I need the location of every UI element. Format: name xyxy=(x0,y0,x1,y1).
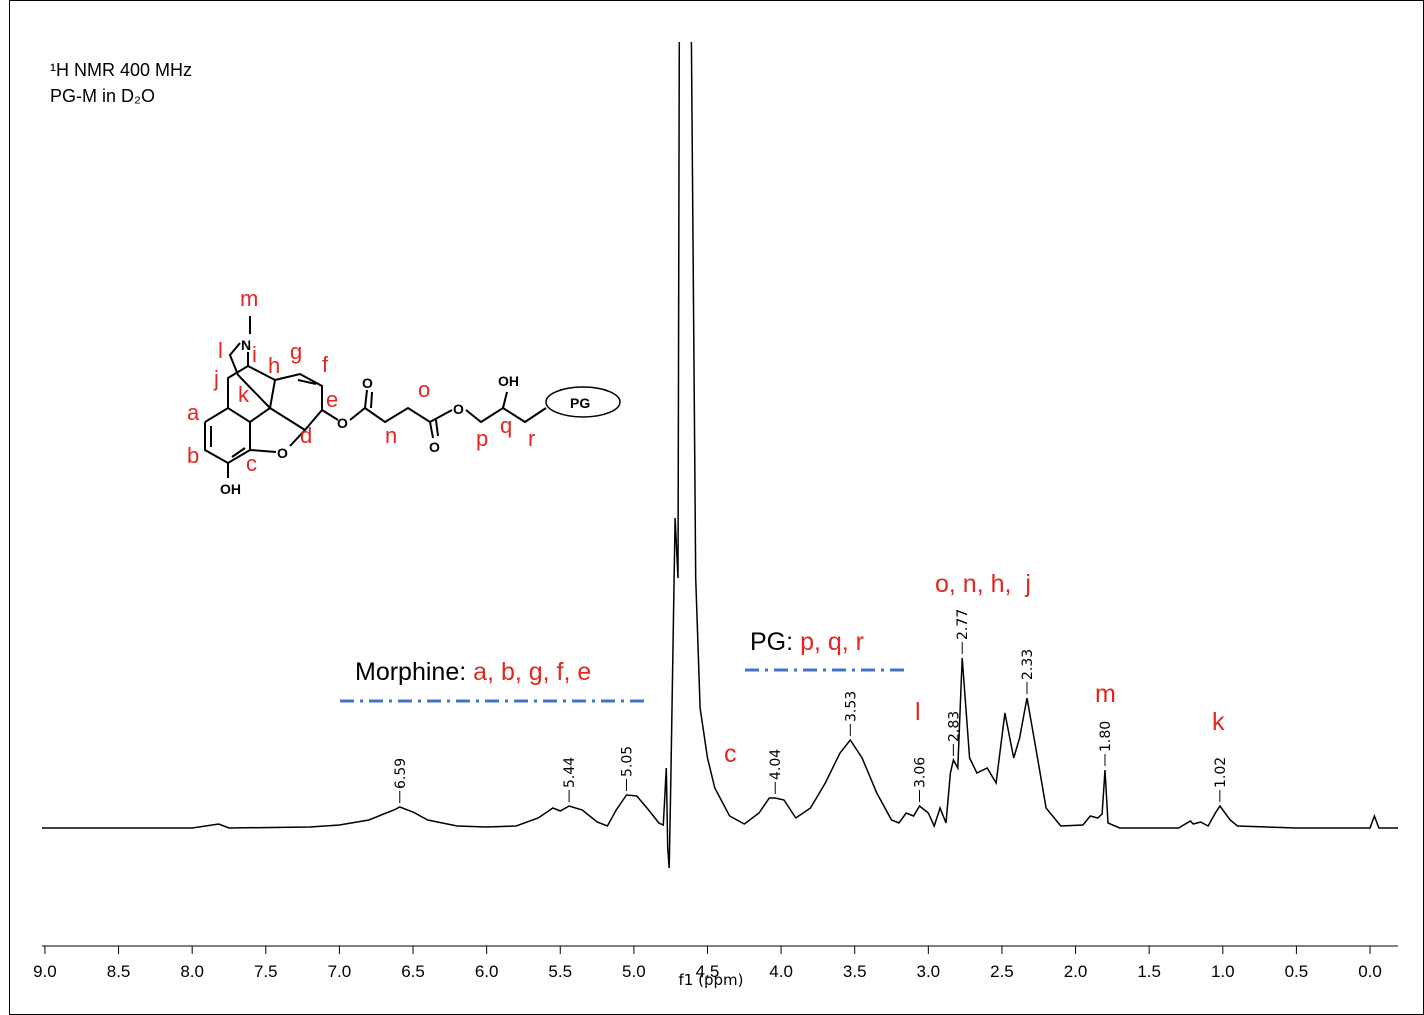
x-tick-label: 8.0 xyxy=(180,962,204,981)
x-tick-label: 2.0 xyxy=(1064,962,1088,981)
proton-label: f xyxy=(322,352,329,377)
proton-label: c xyxy=(246,451,257,476)
x-tick-label: 1.0 xyxy=(1211,962,1235,981)
frame xyxy=(9,0,1424,1015)
proton-label: a xyxy=(187,400,200,425)
annotation: o, n, h, j xyxy=(935,570,1031,598)
title-line: ¹H NMR 400 MHz xyxy=(50,60,192,80)
atom-label: O xyxy=(453,401,464,417)
x-tick-label: 0.5 xyxy=(1285,962,1309,981)
annotation: c xyxy=(724,740,737,768)
peak-label: 2.77 xyxy=(955,609,971,640)
atom-label: N xyxy=(241,337,251,353)
spectrum-line xyxy=(42,42,1398,869)
proton-label: g xyxy=(290,339,302,364)
x-tick-label: 5.0 xyxy=(622,962,646,981)
atom-label: O xyxy=(362,375,373,391)
x-tick-label: 7.0 xyxy=(328,962,352,981)
proton-label: l xyxy=(218,338,223,363)
x-tick-label: 6.0 xyxy=(475,962,499,981)
x-tick-label: 0.0 xyxy=(1358,962,1382,981)
x-tick-label: 5.5 xyxy=(548,962,572,981)
peak-label: 3.53 xyxy=(843,691,859,722)
x-axis-label: f1 (ppm) xyxy=(679,971,744,989)
structure-bonds xyxy=(204,316,621,478)
atom-label: O xyxy=(337,415,348,431)
proton-label: q xyxy=(500,413,512,438)
x-tick-label: 3.0 xyxy=(917,962,941,981)
peak-label: 2.83 xyxy=(946,711,962,742)
proton-label: i xyxy=(252,342,257,367)
proton-label: m xyxy=(240,286,258,311)
proton-label: h xyxy=(268,353,280,378)
x-tick-label: 1.5 xyxy=(1137,962,1161,981)
peak-label: 5.44 xyxy=(562,757,578,788)
x-tick-label: 7.5 xyxy=(254,962,278,981)
x-tick-label: 4.5 xyxy=(696,962,720,981)
atom-label: OH xyxy=(220,481,241,497)
proton-label: b xyxy=(187,443,199,468)
peak-label: 5.05 xyxy=(620,746,636,777)
atom-label: O xyxy=(429,439,440,455)
group-items: p, q, r xyxy=(800,628,864,656)
x-tick-label: 9.0 xyxy=(33,962,57,981)
proton-label: k xyxy=(238,382,250,407)
group-name: PG: xyxy=(750,628,793,656)
peak-label: 2.33 xyxy=(1020,649,1036,680)
title-line: PG-M in D₂O xyxy=(50,86,155,106)
x-tick-label: 6.5 xyxy=(401,962,425,981)
group-name: Morphine: xyxy=(355,658,466,686)
proton-label: n xyxy=(385,423,397,448)
group-label: Morphine: a, b, g, f, e xyxy=(355,658,591,686)
peak-label: 3.06 xyxy=(912,757,928,788)
atom-label: OH xyxy=(498,373,519,389)
proton-label: o xyxy=(418,377,430,402)
x-tick-label: 2.5 xyxy=(990,962,1014,981)
peak-label: 1.02 xyxy=(1213,757,1229,788)
x-tick-label: 8.5 xyxy=(107,962,131,981)
x-tick-label: 3.5 xyxy=(843,962,867,981)
atom-label: O xyxy=(277,445,288,461)
peak-label: 6.59 xyxy=(393,758,409,789)
x-tick-label: 4.0 xyxy=(769,962,793,981)
peak-label: 1.80 xyxy=(1098,721,1114,752)
proton-label: r xyxy=(528,426,535,451)
proton-label: e xyxy=(326,387,338,412)
group-items: a, b, g, f, e xyxy=(473,658,591,686)
peak-label: 4.04 xyxy=(768,749,784,780)
proton-label: p xyxy=(476,426,488,451)
proton-label: d xyxy=(300,423,312,448)
atom-label: PG xyxy=(570,395,590,411)
annotation: l xyxy=(915,698,921,726)
group-label: PG: p, q, r xyxy=(750,628,864,656)
annotation: m xyxy=(1095,680,1116,708)
proton-label: j xyxy=(213,366,219,391)
annotation: k xyxy=(1212,708,1225,736)
